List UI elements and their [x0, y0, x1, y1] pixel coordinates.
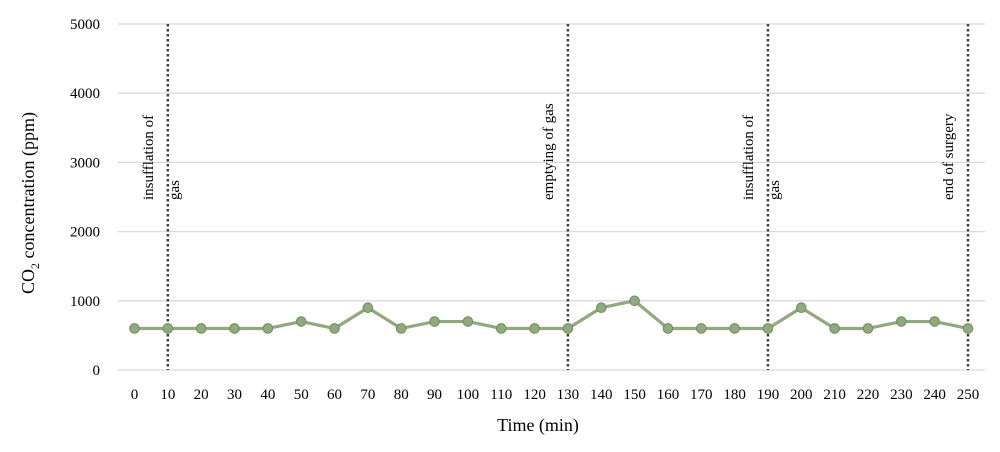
y-axis-label: CO2 concentration (ppm) — [18, 112, 42, 294]
x-axis-label: Time (min) — [497, 415, 579, 436]
data-point-40 — [262, 323, 274, 334]
x-tick-label-150: 150 — [623, 387, 646, 403]
data-point-20 — [195, 323, 207, 334]
x-tick-label-220: 220 — [857, 387, 880, 403]
x-tick-label-110: 110 — [490, 387, 512, 403]
x-axis-ticks: 0 10 20 30 40 50 60 70 80 90 100 110 120 130 140 150 160… — [131, 387, 980, 403]
x-tick-label-90: 90 — [427, 387, 442, 403]
x-tick-label-240: 240 — [923, 387, 946, 403]
x-tick-label-30: 30 — [227, 387, 242, 403]
y-tick-label-1000: 1000 — [70, 294, 100, 310]
data-point-0 — [129, 323, 140, 334]
y-tick-label-4000: 4000 — [70, 86, 100, 102]
data-point-240 — [929, 316, 940, 327]
data-point-70 — [362, 302, 374, 314]
data-point-30 — [229, 323, 240, 334]
x-tick-label-40: 40 — [260, 387, 275, 403]
x-tick-label-70: 70 — [360, 387, 375, 403]
x-tick-label-250: 250 — [957, 387, 980, 403]
y-tick-label-3000: 3000 — [70, 155, 100, 171]
x-tick-label-170: 170 — [690, 387, 713, 403]
data-point-170 — [695, 323, 707, 334]
event-label-0-line-1: gas — [167, 180, 183, 200]
data-point-200 — [796, 302, 807, 314]
x-tick-label-160: 160 — [657, 387, 680, 403]
data-point-160 — [662, 323, 674, 334]
x-tick-label-140: 140 — [590, 387, 613, 403]
x-tick-label-10: 10 — [160, 387, 175, 403]
data-point-250 — [962, 323, 974, 334]
gridlines — [118, 23, 985, 371]
y-tick-label-2000: 2000 — [70, 225, 100, 241]
x-tick-label-190: 190 — [757, 387, 780, 403]
event-label-2-line-0: insufflation of — [741, 115, 757, 200]
data-point-80 — [395, 323, 407, 334]
y-axis-label-main: CO — [18, 269, 38, 294]
x-tick-label-130: 130 — [557, 387, 580, 403]
data-point-60 — [329, 323, 340, 334]
data-point-140 — [595, 302, 607, 314]
event-label-3-line-0: end of surgery — [941, 113, 957, 200]
data-point-230 — [896, 316, 907, 327]
event-label-0-line-0: insufflation of — [141, 115, 157, 200]
x-tick-label-180: 180 — [723, 387, 746, 403]
y-tick-label-5000: 5000 — [70, 17, 100, 33]
data-point-10 — [162, 323, 174, 334]
data-point-150 — [629, 295, 640, 307]
y-axis-ticks: 0 1000 2000 3000 4000 5000 — [70, 17, 100, 379]
x-tick-label-230: 230 — [890, 387, 913, 403]
x-tick-label-120: 120 — [523, 387, 546, 403]
data-point-100 — [462, 316, 474, 327]
event-label-2-line-1: gas — [767, 180, 783, 200]
x-tick-label-200: 200 — [790, 387, 813, 403]
event-label-1-line-0: emptying of gas — [541, 103, 557, 200]
data-point-180 — [729, 323, 740, 334]
y-axis-label-subscript: 2 — [28, 263, 42, 269]
data-point-50 — [295, 316, 307, 327]
data-point-210 — [829, 323, 840, 334]
y-tick-label-0: 0 — [93, 363, 101, 379]
x-tick-label-60: 60 — [327, 387, 342, 403]
data-point-90 — [429, 316, 440, 327]
x-tick-label-80: 80 — [394, 387, 409, 403]
data-point-110 — [495, 323, 507, 334]
data-point-130 — [562, 323, 574, 334]
event-markers: insufflation of gas emptying of gas insuffl… — [141, 24, 970, 370]
x-tick-label-210: 210 — [823, 387, 846, 403]
x-tick-label-0: 0 — [131, 387, 139, 403]
data-series — [129, 295, 974, 334]
series-line-0 — [134, 299, 969, 331]
y-axis-label-rest: concentration (ppm) — [18, 112, 39, 263]
data-point-190 — [762, 323, 774, 334]
x-tick-label-50: 50 — [294, 387, 309, 403]
x-tick-label-100: 100 — [457, 387, 480, 403]
x-tick-label-20: 20 — [194, 387, 209, 403]
data-point-220 — [862, 323, 874, 334]
data-point-120 — [529, 323, 540, 334]
